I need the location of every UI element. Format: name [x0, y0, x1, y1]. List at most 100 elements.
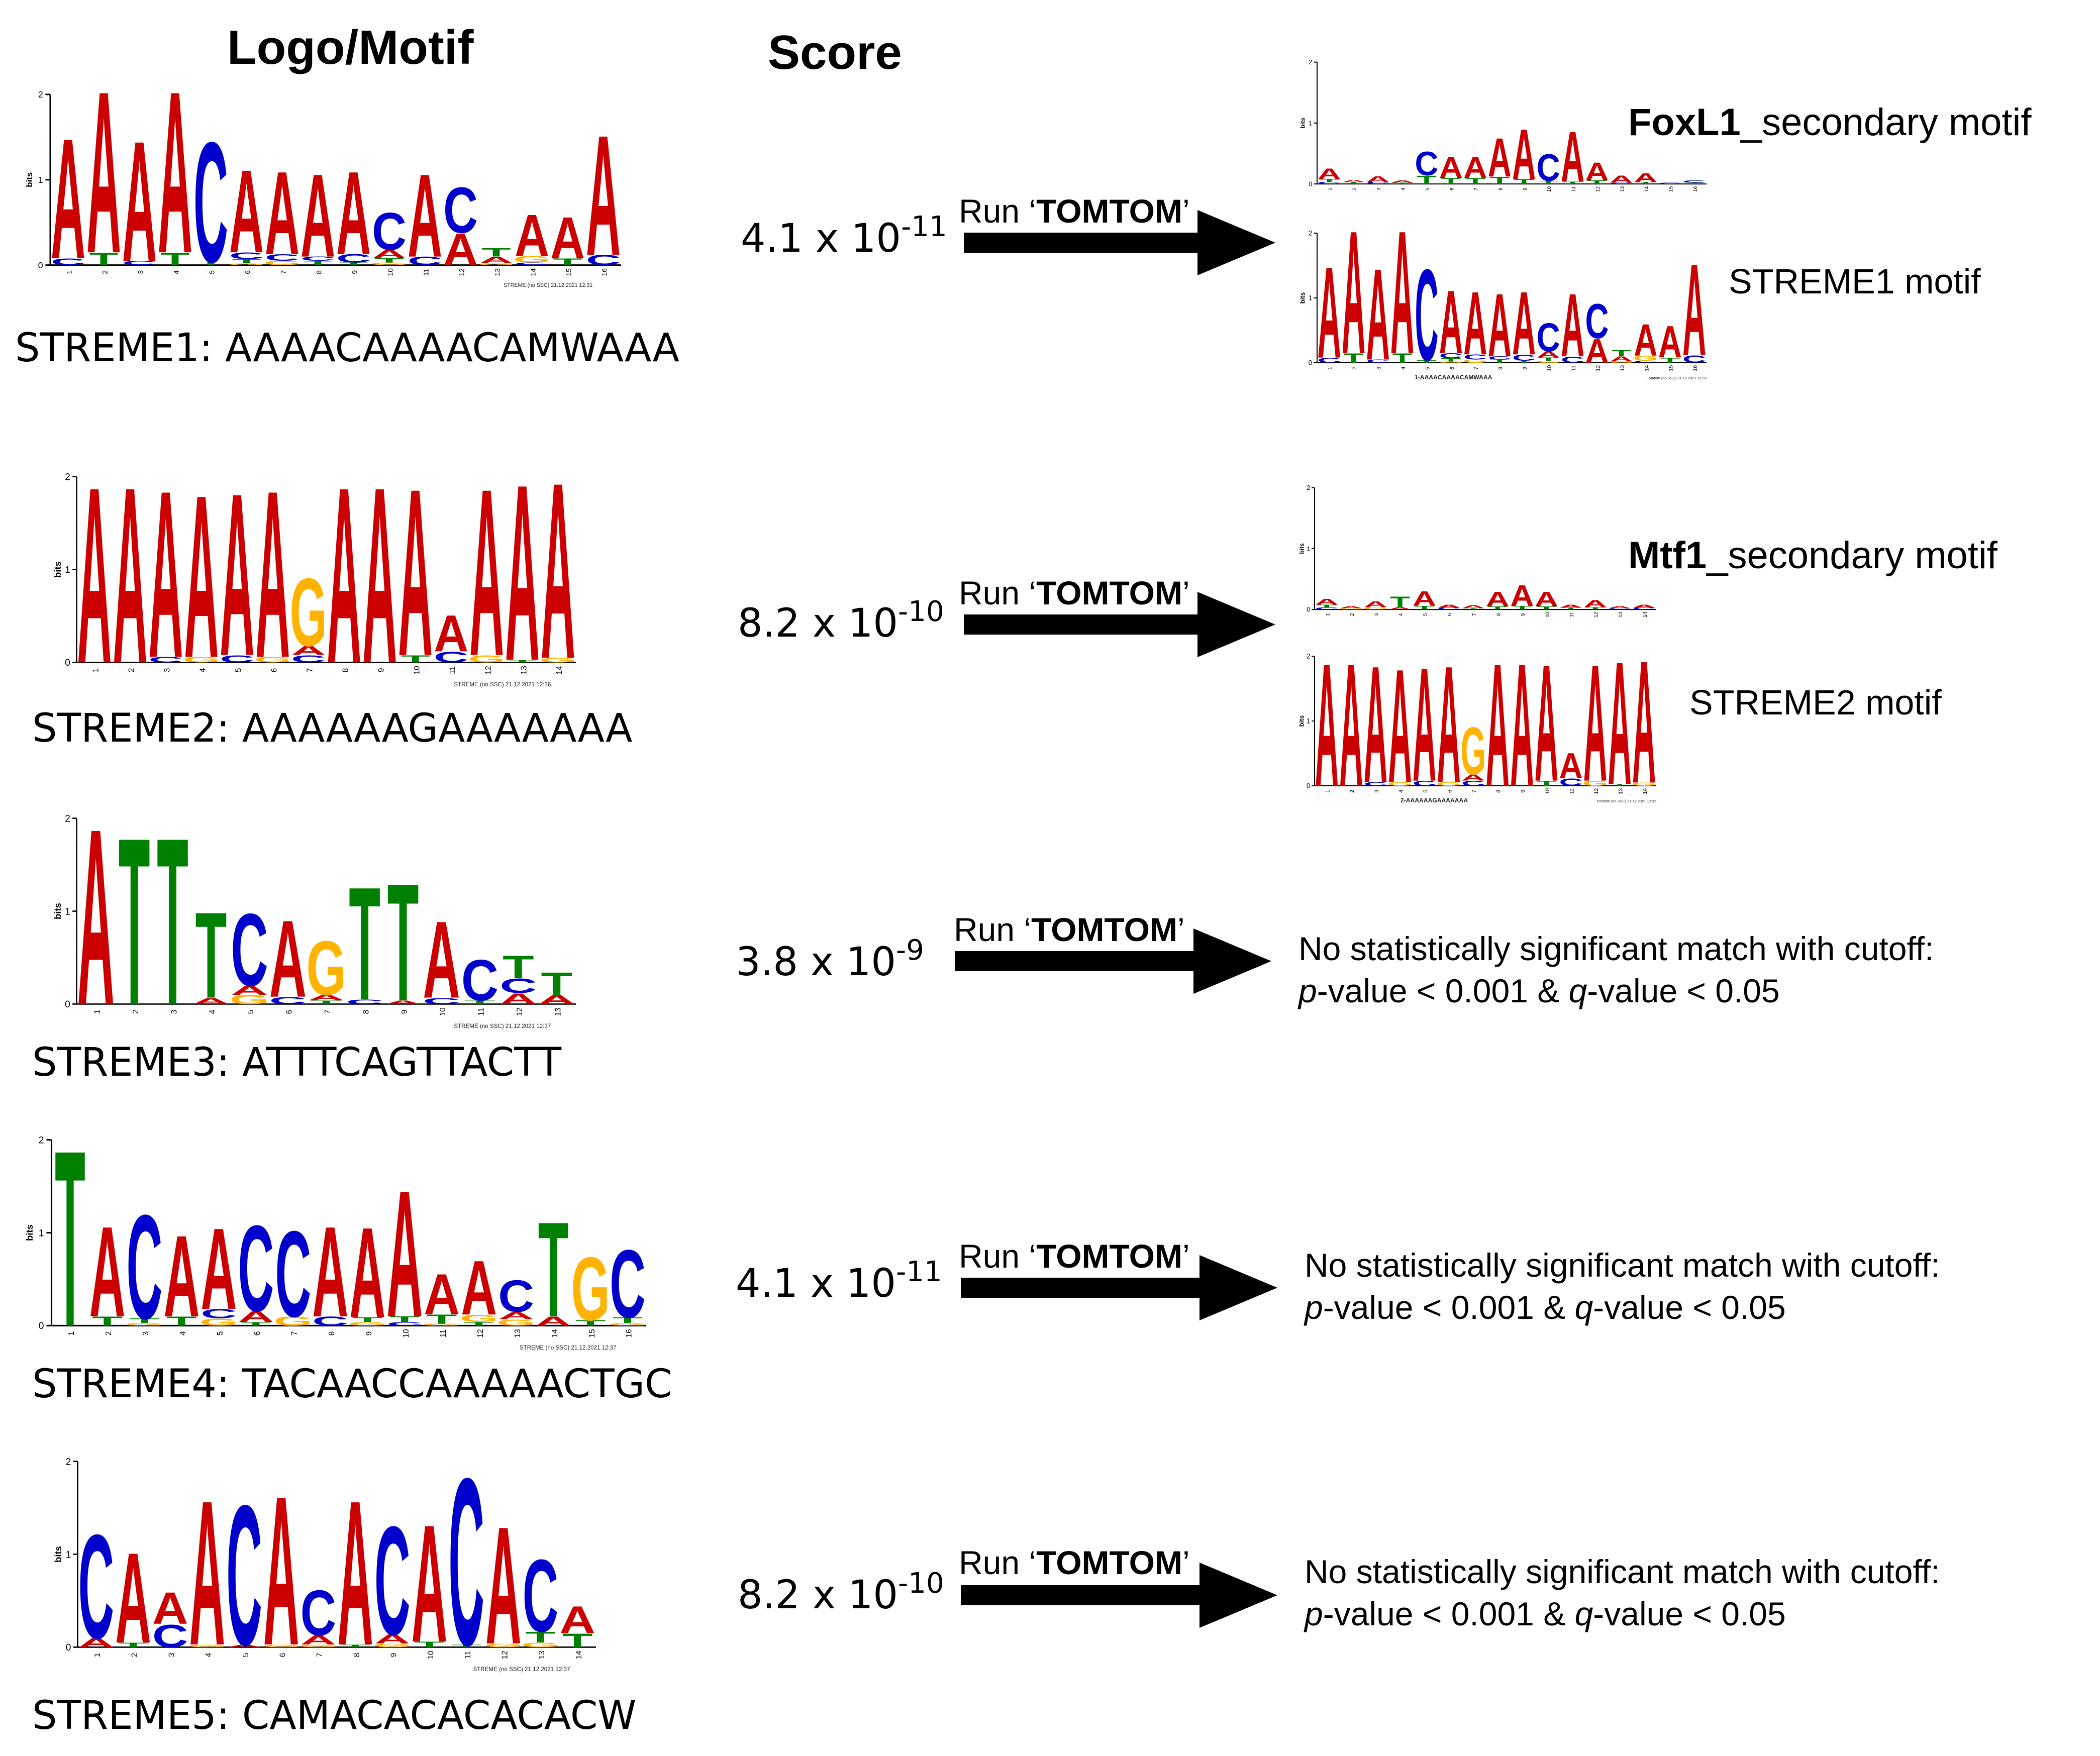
- logo-letter-T: T: [553, 257, 582, 267]
- run-suffix: ’: [1182, 1544, 1190, 1581]
- logo-letter-T: T: [1317, 604, 1337, 608]
- position-label: 4: [1401, 367, 1407, 370]
- position-label: 16: [601, 268, 609, 276]
- run-prefix: Run ‘: [959, 1237, 1037, 1275]
- position-label: 6: [253, 1331, 262, 1336]
- logo-letter-T: T: [339, 262, 368, 266]
- logo-letter-A: A: [515, 202, 549, 268]
- p-symbol: p: [1305, 1289, 1323, 1326]
- y-tick-label: 1: [1309, 294, 1313, 302]
- position-label: 11: [1569, 788, 1575, 794]
- logo-letter-A: A: [89, 1200, 126, 1344]
- position-label: 12: [1593, 788, 1599, 794]
- logo-letter-C: C: [238, 1200, 274, 1337]
- logo-letter-G: G: [1582, 779, 1608, 787]
- logo-letter-A: A: [1342, 179, 1365, 183]
- logo-letter-T: T: [1514, 360, 1534, 363]
- logo-letter-C: C: [1634, 360, 1657, 363]
- logo-letter-T: T: [160, 249, 189, 269]
- logo-letter-G: G: [373, 1642, 412, 1648]
- logo-letter-T: T: [1392, 351, 1413, 366]
- logo-letter-A: A: [1512, 273, 1536, 374]
- run-suffix: ’: [1177, 911, 1185, 948]
- logo-letter-T: T: [1561, 607, 1581, 610]
- logo-letter-A: A: [1632, 604, 1656, 608]
- logo-letter-T: T: [232, 258, 261, 265]
- run-tomtom-label: Run ‘TOMTOM’: [954, 910, 1185, 949]
- logo-letter-A: A: [220, 445, 254, 704]
- logo-letter-G: G: [1631, 782, 1657, 787]
- logo-letter-C: C: [1364, 781, 1387, 787]
- logo-letter-A: A: [1535, 587, 1558, 611]
- logo-letter-A: A: [1342, 195, 1365, 390]
- logo-letter-A: A: [1318, 240, 1341, 385]
- position-label: 13: [554, 1007, 563, 1016]
- logo-letter-A: A: [386, 1153, 423, 1355]
- tool-name: TOMTOM: [1036, 1544, 1182, 1581]
- y-tick-label: 0: [65, 657, 70, 668]
- logo-letter-C: C: [1632, 607, 1656, 610]
- logo-letter-A: A: [1585, 333, 1609, 371]
- logo-letter-A: A: [1339, 627, 1363, 823]
- logo-letter-A: A: [1608, 606, 1632, 609]
- logo-letter-G: G: [539, 657, 576, 664]
- run-prefix: Run ‘: [959, 574, 1037, 611]
- position-label: 12: [458, 268, 466, 276]
- logo-letter-C: C: [275, 1206, 311, 1342]
- logo-letter-T: T: [352, 1316, 383, 1323]
- score-value: 3.8 x 10-9: [736, 937, 924, 985]
- logo-letter-G: G: [1463, 359, 1488, 364]
- logo-letter-T: T: [414, 1640, 444, 1649]
- logo-letter-G: G: [571, 1238, 610, 1339]
- position-label: 9: [1523, 187, 1528, 190]
- position-label: 5: [1425, 187, 1431, 190]
- y-axis-label: bits: [52, 561, 63, 578]
- logo-letter-A: A: [115, 1526, 151, 1670]
- logo-letter-T: T: [401, 653, 430, 665]
- y-tick-label: 2: [1307, 484, 1310, 491]
- logo-letter-G: G: [229, 992, 269, 1007]
- run-tomtom-label: Run ‘TOMTOM’: [959, 1237, 1190, 1275]
- logo-letter-C: C: [1537, 146, 1560, 189]
- position-label: 8: [1498, 367, 1504, 370]
- position-label: 13: [1618, 611, 1624, 617]
- position-label: 10: [413, 666, 421, 674]
- score-value: 4.1 x 10-11: [741, 213, 947, 261]
- y-tick-label: 0: [1307, 782, 1311, 790]
- logo-letter-C: C: [265, 252, 299, 263]
- position-label: 2: [132, 1010, 140, 1014]
- position-label: 3: [142, 1331, 150, 1336]
- logo-letter-T: T: [427, 1312, 457, 1327]
- logo-letter-A: A: [1608, 626, 1632, 822]
- logo-letter-G: G: [306, 924, 346, 1011]
- logo-letter-A: A: [77, 776, 115, 1058]
- match-logo-foxl1: 012bitsCTA1TA2CA3TA4TC5TA6TA7TA8TA9TC10T…: [1299, 59, 1707, 197]
- logo-letter-A: A: [149, 441, 183, 707]
- logo-caption: 2-AAAAAAGAAAAAAA: [1401, 797, 1468, 804]
- position-label: 3: [170, 1010, 178, 1014]
- position-label: 9: [377, 668, 385, 673]
- position-label: 8: [328, 1331, 336, 1336]
- logo-letter-A: A: [479, 255, 514, 265]
- logo-letter-A: A: [201, 1204, 237, 1334]
- logo-letter-C: C: [220, 653, 254, 665]
- y-axis-label: bits: [24, 1224, 35, 1241]
- q-rest: -value < 0.05: [1593, 1595, 1786, 1632]
- logo-letter-T: T: [1612, 348, 1632, 358]
- arrow-icon: [955, 928, 1271, 994]
- logo-letter-A: A: [1390, 195, 1414, 390]
- score-exponent: -11: [896, 1256, 942, 1289]
- logo-letter-T: T: [55, 1098, 85, 1379]
- logo-letter-A: A: [1559, 746, 1582, 786]
- logo-letter-A: A: [1388, 636, 1412, 816]
- logo-letter-A: A: [586, 100, 621, 291]
- logo-letter-G: G: [263, 260, 301, 266]
- y-tick-label: 0: [1307, 606, 1310, 613]
- y-tick-label: 0: [65, 999, 70, 1010]
- position-label: 8: [362, 1010, 370, 1014]
- position-label: 13: [1620, 365, 1626, 371]
- logo-letter-A: A: [1315, 597, 1339, 607]
- logo-letter-A: A: [1413, 587, 1436, 611]
- logo-letter-G: G: [1363, 606, 1388, 610]
- p-symbol: p: [1298, 972, 1317, 1009]
